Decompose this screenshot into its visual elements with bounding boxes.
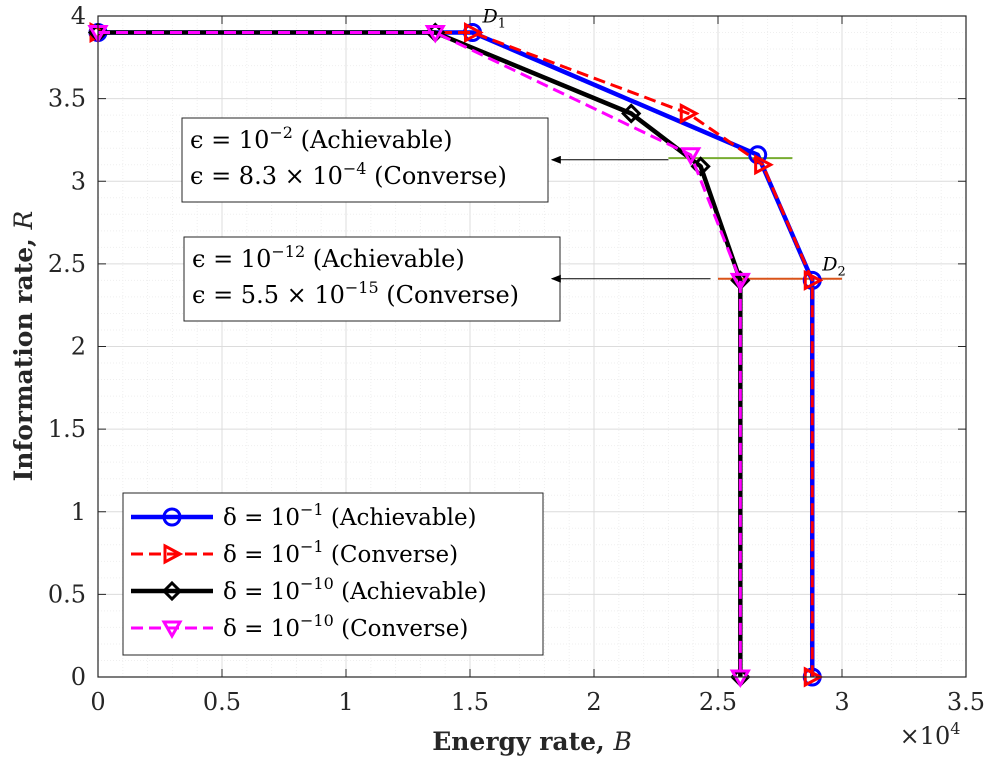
x-multiplier: ×104	[900, 719, 961, 750]
x-tick-label: 0	[90, 688, 105, 716]
y-tick-label: 2	[71, 333, 86, 361]
y-tick-label: 0	[71, 663, 86, 691]
triangle-right-marker	[679, 102, 700, 124]
legend-label: δ = 10−10 (Converse)	[223, 611, 468, 642]
y-tick-label: 3	[71, 167, 86, 195]
triangle-right-marker	[754, 154, 774, 176]
legend-label: δ = 10−1 (Converse)	[223, 537, 458, 568]
x-tick-label: 1.5	[451, 688, 489, 716]
x-tick-label: 0.5	[203, 688, 241, 716]
triangle-down-marker	[729, 272, 751, 292]
legend: δ = 10−1 (Achievable) δ = 10−1 (Converse)…	[122, 492, 544, 656]
annotation-frame	[181, 117, 549, 203]
series-line	[98, 31, 742, 677]
triangle-down-marker	[729, 669, 751, 689]
y-tick-label: 0.5	[48, 580, 86, 608]
legend-label: δ = 10−1 (Achievable)	[223, 500, 477, 531]
point-label: D2	[821, 253, 846, 279]
x-tick-label: 1	[338, 688, 353, 716]
triangle-right-marker	[463, 22, 484, 44]
x-axis-label: Energy rate, B	[432, 727, 632, 756]
diamond-marker	[161, 580, 183, 602]
annotation-box: ϵ = 10−12 (Achievable) ϵ = 5.5 × 10−15 (C…	[183, 236, 711, 322]
y-tick-label: 3.5	[48, 85, 86, 113]
x-tick-label: 2.5	[699, 688, 737, 716]
y-tick-label: 1.5	[48, 415, 86, 443]
y-tick-label: 1	[71, 498, 86, 526]
triangle-down-marker	[680, 147, 702, 166]
y-axis-label: Information rate, R	[9, 211, 38, 482]
annotation-line: ϵ = 10−2 (Achievable)	[190, 123, 453, 154]
triangle-right-marker	[163, 543, 184, 565]
legend-label: δ = 10−10 (Achievable)	[223, 574, 487, 605]
circle-marker	[162, 507, 182, 527]
annotation-line: ϵ = 10−12 (Achievable)	[192, 242, 465, 273]
annotation-line: ϵ = 5.5 × 10−15 (Converse)	[192, 278, 519, 309]
ticks: 0 0.5 1 1.5 2 2.5 3 3.5 0 0.5 1 1.5 2 2.5 3 3.5 4	[48, 2, 985, 716]
triangle-down-marker	[424, 25, 446, 44]
diamond-marker	[621, 103, 642, 124]
x-tick-label: 3.5	[947, 688, 985, 716]
annotation-box: ϵ = 10−2 (Achievable) ϵ = 8.3 × 10−4 (Con…	[181, 117, 669, 203]
legend-entry: δ = 10−10 (Converse)	[131, 611, 468, 642]
annotations: ϵ = 10−2 (Achievable) ϵ = 8.3 × 10−4 (Con…	[181, 117, 711, 322]
x-tick-label: 2	[586, 688, 601, 716]
annotation-line: ϵ = 8.3 × 10−4 (Converse)	[190, 159, 507, 190]
legend-entry: δ = 10−1 (Achievable)	[131, 500, 477, 531]
legend-entry: δ = 10−1 (Converse)	[131, 537, 458, 568]
y-tick-label: 2.5	[48, 250, 86, 278]
triangle-down-marker	[161, 620, 183, 640]
annotation-frame	[183, 236, 561, 322]
legend-entry: δ = 10−10 (Achievable)	[131, 574, 487, 605]
y-tick-label: 4	[71, 2, 86, 30]
triangle-right-marker	[803, 269, 824, 291]
x-tick-label: 3	[834, 688, 849, 716]
series-layer	[87, 22, 824, 689]
